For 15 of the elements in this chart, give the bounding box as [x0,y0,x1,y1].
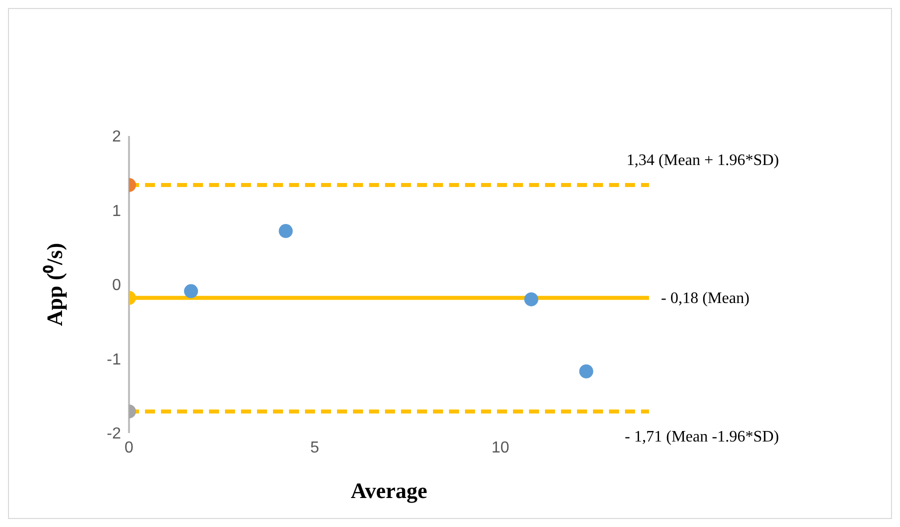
y-tick-label: 2 [112,128,122,146]
y-tick-label: 0 [112,277,122,294]
x-axis-title: Average [350,478,428,503]
y-tick-label: -2 [106,426,122,443]
y-tick-label: 1 [112,202,122,220]
ref-line-label: - 1,71 (Mean -1.96*SD) [624,428,779,446]
ref-line-label: 1,34 (Mean + 1.96*SD) [626,152,779,170]
point [524,292,538,306]
y-tick-label: -1 [106,351,122,368]
y-axis-title: App (⁰/s) [42,242,67,326]
x-tick-label: 10 [492,439,510,456]
ref-line-label: - 0,18 (Mean) [661,290,750,307]
x-tick-label: 5 [310,439,320,456]
point [579,364,594,378]
x-tick-label: 0 [124,439,134,456]
